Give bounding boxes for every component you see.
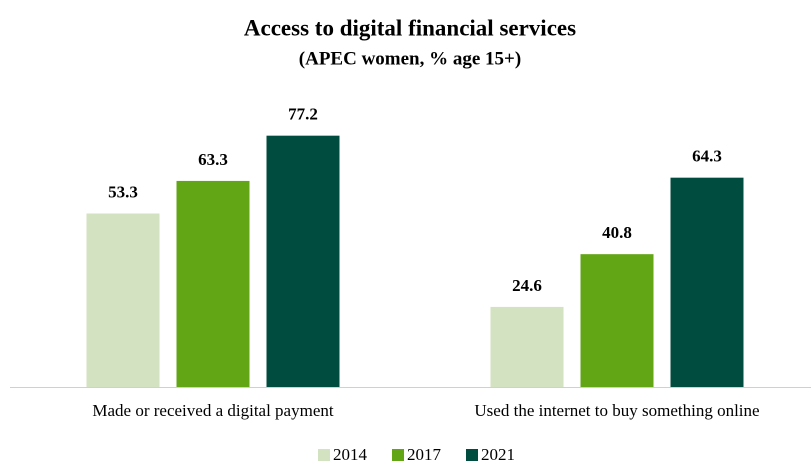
chart-title: Access to digital financial services: [244, 15, 576, 40]
bar: [580, 254, 654, 387]
bar: [490, 306, 564, 387]
legend-swatch: [466, 449, 478, 461]
data-label: 63.3: [198, 150, 228, 169]
bar: [86, 213, 160, 387]
data-label: 40.8: [602, 223, 632, 242]
bar: [176, 180, 250, 387]
chart-subtitle: (APEC women, % age 15+): [299, 48, 521, 69]
bar: [266, 135, 340, 387]
data-label: 64.3: [692, 147, 722, 166]
legend-swatch: [318, 449, 330, 461]
legend-label: 2014: [333, 445, 368, 463]
x-tick-label: Made or received a digital payment: [92, 401, 333, 420]
legend-label: 2017: [407, 445, 442, 463]
data-label: 24.6: [512, 276, 542, 295]
legend-swatch: [392, 449, 404, 461]
data-label: 77.2: [288, 105, 318, 124]
data-label: 53.3: [108, 182, 138, 201]
bar: [670, 177, 744, 387]
x-tick-label: Used the internet to buy something onlin…: [474, 401, 759, 420]
legend-label: 2021: [481, 445, 515, 463]
